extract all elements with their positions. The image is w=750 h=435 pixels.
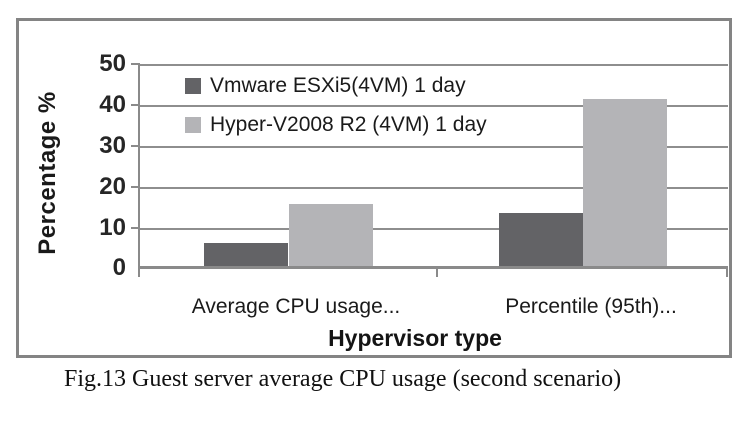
y-tick-mark [131,227,140,229]
bar-vmware-average-cpu [204,243,288,268]
x-tick-mark-category-divider [436,269,438,277]
gridline-30 [140,146,728,148]
gridline-10 [140,228,728,230]
y-tick-label-30: 30 [99,132,126,159]
y-tick-mark [131,63,140,65]
bar-hyperv-percentile [583,99,667,268]
x-category-label-percentile: Percentile (95th)... [505,295,677,318]
y-tick-mark [131,104,140,106]
x-tick-mark-right [726,269,728,277]
legend-item-vmware: Vmware ESXi5(4VM) 1 day [185,74,466,98]
y-tick-label-20: 20 [99,173,126,200]
plot-area [140,64,728,268]
x-category-label-average-cpu: Average CPU usage... [191,295,401,318]
y-tick-label-10: 10 [99,214,126,241]
y-tick-mark [131,145,140,147]
y-axis-line [138,64,140,277]
figure-caption: Fig.13 Guest server average CPU usage (s… [64,366,622,392]
bar-hyperv-average-cpu [289,204,373,268]
x-axis-line [138,266,728,269]
legend-swatch-hyperv-icon [185,117,201,133]
y-tick-label-0: 0 [112,254,126,281]
y-tick-label-40: 40 [99,91,126,118]
gridline-20 [140,187,728,189]
legend-label-vmware: Vmware ESXi5(4VM) 1 day [210,74,466,97]
bar-vmware-percentile [499,213,583,268]
y-tick-label-50: 50 [99,50,126,77]
legend-label-hyperv: Hyper-V2008 R2 (4VM) 1 day [210,113,487,136]
legend-swatch-vmware-icon [185,78,201,94]
gridline-40 [140,105,728,107]
x-axis-title: Hypervisor type [328,325,502,351]
y-tick-mark [131,186,140,188]
legend-item-hyperv: Hyper-V2008 R2 (4VM) 1 day [185,113,487,137]
gridline-50 [140,64,728,66]
